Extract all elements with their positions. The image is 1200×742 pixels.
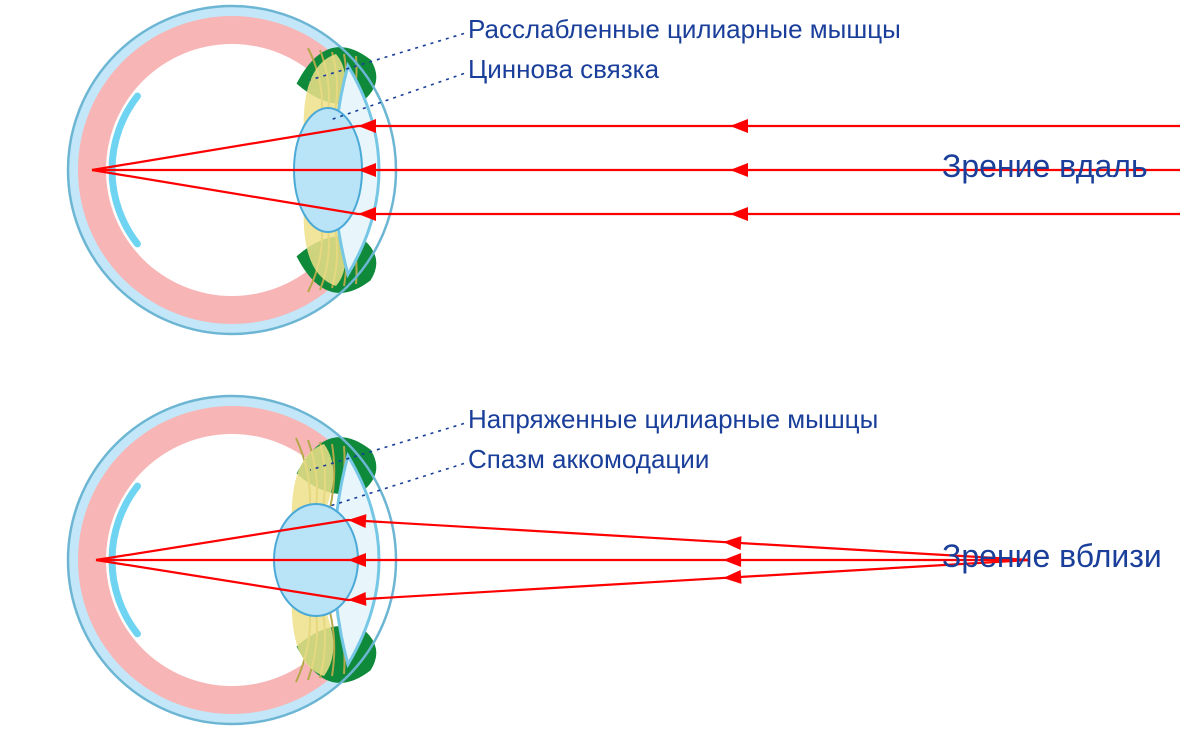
ray-arrowhead [730,163,748,177]
accommodation-diagram [0,0,1200,742]
label-zinn-ligament: Циннова связка [468,54,659,85]
light-ray [348,560,1030,600]
ray-arrowhead [723,570,741,584]
label-accommodation-spasm: Спазм аккомодации [468,444,709,475]
ray-arrowhead [730,207,748,221]
ray-arrowhead [730,119,748,133]
title-far-vision: Зрение вдаль [942,148,1148,185]
light-ray [348,520,1030,560]
label-relaxed-ciliary: Расслабленные цилиарные мышцы [468,14,901,45]
ray-arrowhead [723,536,741,550]
ray-arrowhead [723,553,741,567]
title-near-vision: Зрение вблизи [942,538,1162,575]
label-tense-ciliary: Напряженные цилиарные мышцы [468,404,878,435]
